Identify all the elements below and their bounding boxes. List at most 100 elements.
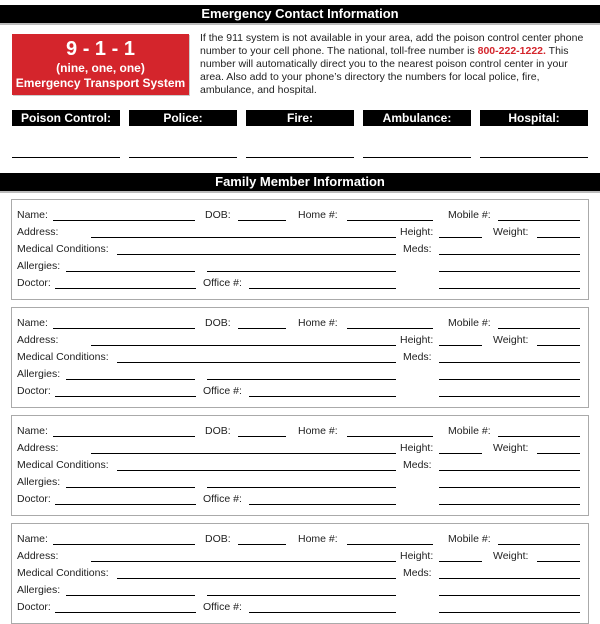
input-line[interactable] [249,612,396,613]
input-line[interactable] [55,396,196,397]
input-line[interactable] [439,345,482,346]
medical-label: Medical Conditions: [17,567,109,579]
meds-label: Meds: [403,567,432,579]
input-line[interactable] [66,487,195,488]
doctor-label: Doctor: [17,277,51,289]
weight-label: Weight: [493,550,529,562]
input-line[interactable] [53,436,195,437]
input-line[interactable] [66,379,195,380]
contact-field[interactable] [12,157,120,158]
input-line[interactable] [207,271,396,272]
input-line[interactable] [347,328,433,329]
input-line[interactable] [439,254,580,255]
input-line[interactable] [91,237,396,238]
contact-field[interactable] [129,157,237,158]
input-line[interactable] [53,544,195,545]
name-label: Name: [17,209,48,221]
input-line[interactable] [439,487,580,488]
input-line[interactable] [439,396,580,397]
input-line[interactable] [117,362,396,363]
family-member-card: Name: DOB: Home #: Mobile #: Address: Height:… [11,415,589,516]
input-line[interactable] [439,362,580,363]
input-line[interactable] [439,504,580,505]
input-line[interactable] [117,578,396,579]
input-line[interactable] [347,544,433,545]
input-line[interactable] [238,436,286,437]
address-label: Address: [17,550,59,562]
medical-label: Medical Conditions: [17,243,109,255]
poison-number: 800-222-1222. [477,45,546,57]
input-line[interactable] [207,595,396,596]
input-line[interactable] [91,561,396,562]
home-label: Home #: [298,425,338,437]
input-line[interactable] [249,504,396,505]
meds-label: Meds: [403,459,432,471]
input-line[interactable] [53,328,195,329]
allergies-label: Allergies: [17,368,61,380]
mobile-label: Mobile #: [448,209,491,221]
intro-text: If the 911 system is not available in yo… [200,32,590,97]
input-line[interactable] [439,271,580,272]
input-line[interactable] [55,612,196,613]
input-line[interactable] [66,595,195,596]
input-line[interactable] [439,288,580,289]
input-line[interactable] [238,328,286,329]
input-line[interactable] [439,612,580,613]
input-line[interactable] [238,544,286,545]
input-line[interactable] [207,487,396,488]
office-label: Office #: [203,493,242,505]
name-label: Name: [17,317,48,329]
input-line[interactable] [117,254,396,255]
allergies-label: Allergies: [17,476,61,488]
input-line[interactable] [117,470,396,471]
allergies-label: Allergies: [17,260,61,272]
contact-label: Poison Control: [12,110,120,126]
contact-label: Police: [129,110,237,126]
medical-label: Medical Conditions: [17,459,109,471]
input-line[interactable] [537,453,580,454]
input-line[interactable] [249,396,396,397]
input-line[interactable] [439,578,580,579]
input-line[interactable] [439,453,482,454]
badge-system: Emergency Transport System [15,76,186,90]
address-label: Address: [17,334,59,346]
contact-field[interactable] [246,157,354,158]
allergies-label: Allergies: [17,584,61,596]
input-line[interactable] [347,436,433,437]
input-line[interactable] [207,379,396,380]
input-line[interactable] [238,220,286,221]
address-label: Address: [17,442,59,454]
input-line[interactable] [537,237,580,238]
input-line[interactable] [55,504,196,505]
input-line[interactable] [498,220,580,221]
input-line[interactable] [91,453,396,454]
height-label: Height: [400,226,434,238]
input-line[interactable] [498,544,580,545]
address-label: Address: [17,226,59,238]
input-line[interactable] [537,345,580,346]
meds-label: Meds: [403,351,432,363]
mobile-label: Mobile #: [448,317,491,329]
contact-field[interactable] [480,157,588,158]
input-line[interactable] [498,436,580,437]
input-line[interactable] [66,271,195,272]
input-line[interactable] [439,470,580,471]
input-line[interactable] [498,328,580,329]
emergency-header: Emergency Contact Information [0,5,600,25]
input-line[interactable] [347,220,433,221]
office-label: Office #: [203,601,242,613]
input-line[interactable] [439,561,482,562]
contact-field[interactable] [363,157,471,158]
input-line[interactable] [55,288,196,289]
input-line[interactable] [439,379,580,380]
input-line[interactable] [53,220,195,221]
home-label: Home #: [298,317,338,329]
input-line[interactable] [249,288,396,289]
input-line[interactable] [91,345,396,346]
height-label: Height: [400,334,434,346]
weight-label: Weight: [493,226,529,238]
input-line[interactable] [439,237,482,238]
input-line[interactable] [537,561,580,562]
input-line[interactable] [439,595,580,596]
doctor-label: Doctor: [17,601,51,613]
